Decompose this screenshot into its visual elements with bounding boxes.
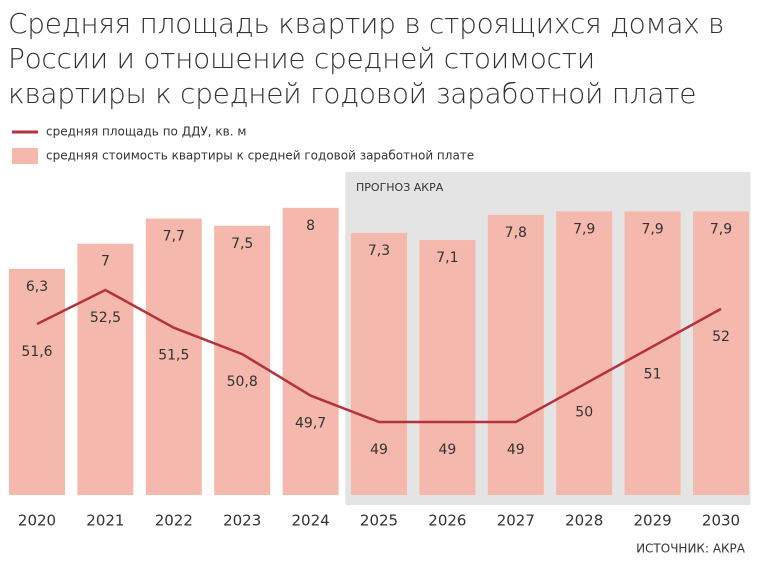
bar: [214, 225, 271, 495]
legend-label: средняя стоимость квартиры к средней год…: [46, 149, 474, 163]
bar-value-label: 6,3: [26, 279, 48, 295]
bar-value-label: 7,3: [368, 243, 390, 259]
x-tick-label: 2026: [428, 512, 466, 530]
line-value-label: 51: [644, 367, 662, 383]
bar-value-label: 7: [101, 254, 110, 270]
bar-value-label: 7,9: [573, 221, 595, 237]
bar: [624, 211, 681, 495]
forecast-area: [345, 172, 751, 505]
x-tick-label: 2020: [18, 512, 56, 530]
bar: [351, 232, 407, 495]
source: ИСТОЧНИК: АКРА: [636, 542, 746, 556]
bar: [77, 243, 134, 495]
bar-value-label: 7,9: [641, 221, 663, 237]
x-tick-label: 2029: [634, 512, 672, 530]
bar-value-label: 7,5: [231, 236, 253, 252]
line-value-label: 52,5: [90, 310, 121, 326]
bar: [556, 211, 613, 495]
line-value-label: 52: [712, 329, 730, 345]
bar-value-label: 7,8: [505, 225, 527, 241]
x-tick-label: 2022: [155, 512, 193, 530]
line-value-label: 50,8: [227, 374, 258, 390]
bar: [693, 211, 749, 495]
x-tick-label: 2021: [86, 512, 124, 530]
bar-value-label: 7,7: [163, 229, 185, 245]
line-value-label: 49,7: [295, 416, 326, 432]
forecast-label: ПРОГНОЗ АКРА: [356, 181, 444, 194]
bar: [419, 240, 476, 495]
line-value-label: 49: [507, 442, 525, 458]
x-tick-label: 2023: [223, 512, 261, 530]
legend-swatch: [12, 148, 38, 164]
bar: [487, 214, 544, 496]
legend-label: средняя площадь по ДДУ, кв. м: [46, 125, 246, 139]
x-tick-label: 2028: [565, 512, 603, 530]
line-value-label: 51,5: [158, 348, 189, 364]
line-value-label: 49: [370, 442, 388, 458]
line-value-label: 51,6: [21, 344, 52, 360]
bar-value-label: 8: [306, 218, 315, 234]
x-tick-label: 2024: [292, 512, 330, 530]
x-tick-label: 2030: [702, 512, 740, 530]
line: [36, 288, 722, 424]
bar: [282, 207, 339, 496]
line-value-label: 49: [438, 442, 456, 458]
bar: [9, 268, 65, 495]
bar: [145, 218, 202, 495]
chart-title: Средняя площадь квартир в строящихся дом…: [8, 7, 725, 110]
line-value-label: 50: [575, 404, 593, 420]
x-tick-label: 2025: [360, 512, 398, 530]
bar-value-label: 7,9: [710, 221, 732, 237]
bar-value-label: 7,1: [436, 250, 458, 266]
x-tick-label: 2027: [497, 512, 535, 530]
